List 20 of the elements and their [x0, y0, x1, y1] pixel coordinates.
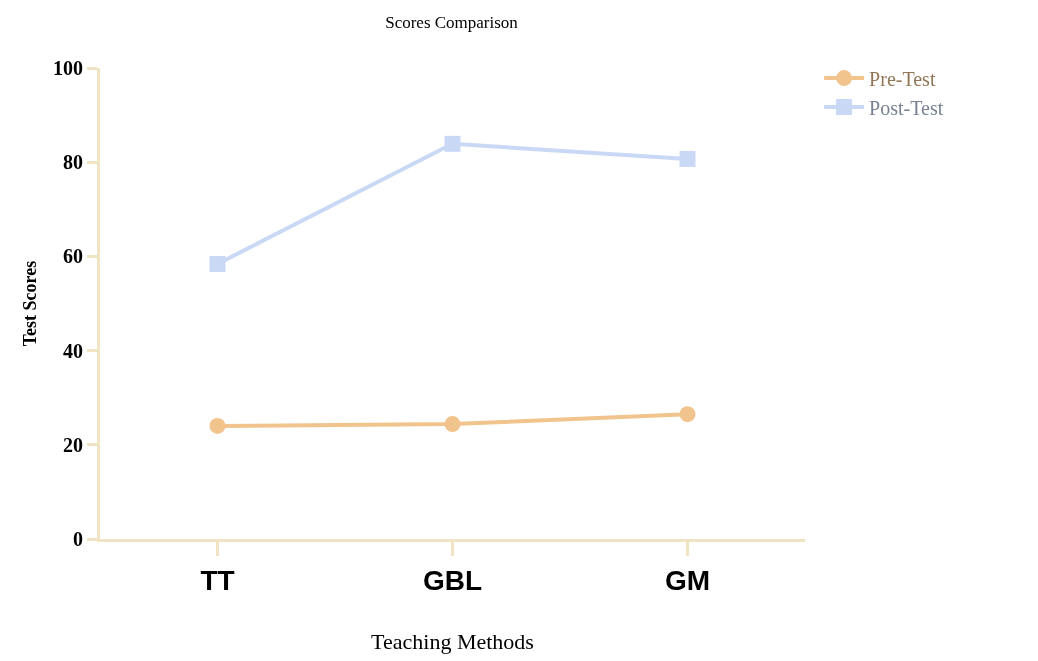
point	[679, 150, 696, 167]
x-tick-label: GBL	[422, 564, 483, 596]
y-axis-title: Test Scores	[20, 260, 41, 347]
chart-title: Scores Comparison	[385, 13, 519, 33]
point	[444, 416, 461, 433]
y-tick-label: 0	[73, 528, 83, 550]
y-tick-label: 60	[63, 245, 83, 268]
y-tick-label: 20	[63, 433, 83, 456]
x-axis-title: Teaching Methods	[371, 629, 534, 655]
point	[209, 255, 226, 272]
point	[444, 135, 461, 152]
y-tick-label: 40	[63, 339, 83, 362]
x-tick-label: TT	[200, 564, 235, 596]
y-tick-label: 80	[63, 151, 83, 174]
x-tick-label: GM	[664, 564, 711, 596]
point	[209, 417, 226, 434]
legend-label: Pre-Test	[869, 67, 936, 90]
y-tick-label: 100	[53, 57, 83, 79]
legend-label: Post-Test	[869, 96, 944, 119]
point	[679, 406, 696, 423]
